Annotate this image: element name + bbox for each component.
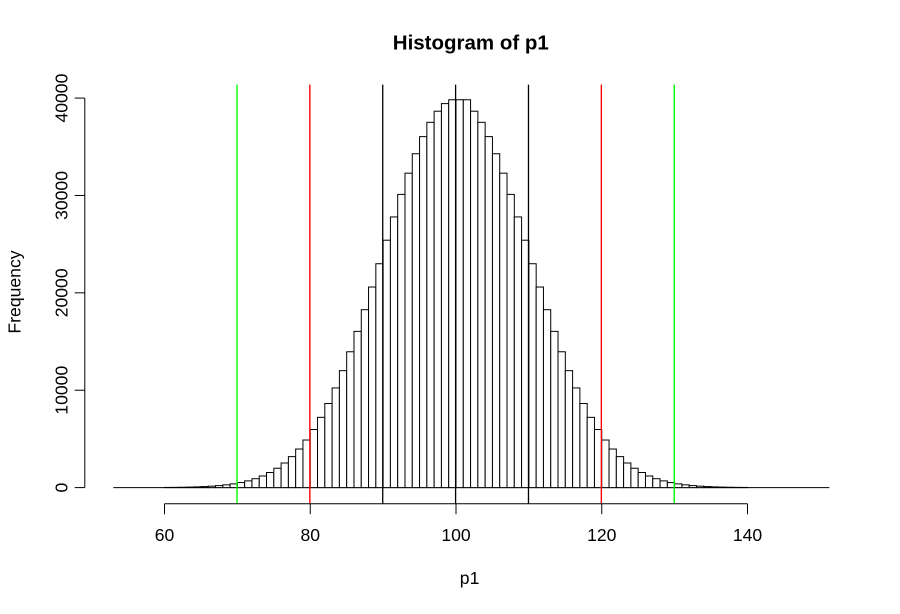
svg-text:30000: 30000 <box>52 171 72 220</box>
svg-text:Frequency: Frequency <box>4 250 24 333</box>
svg-text:40000: 40000 <box>52 73 72 122</box>
svg-text:100: 100 <box>441 525 471 545</box>
svg-text:20000: 20000 <box>52 268 72 317</box>
svg-text:120: 120 <box>587 525 617 545</box>
svg-text:p1: p1 <box>460 568 480 588</box>
svg-text:80: 80 <box>300 525 320 545</box>
svg-text:10000: 10000 <box>52 366 72 415</box>
svg-text:Histogram of p1: Histogram of p1 <box>393 31 549 54</box>
svg-text:60: 60 <box>155 525 175 545</box>
svg-text:0: 0 <box>52 482 72 492</box>
svg-text:140: 140 <box>733 525 763 545</box>
